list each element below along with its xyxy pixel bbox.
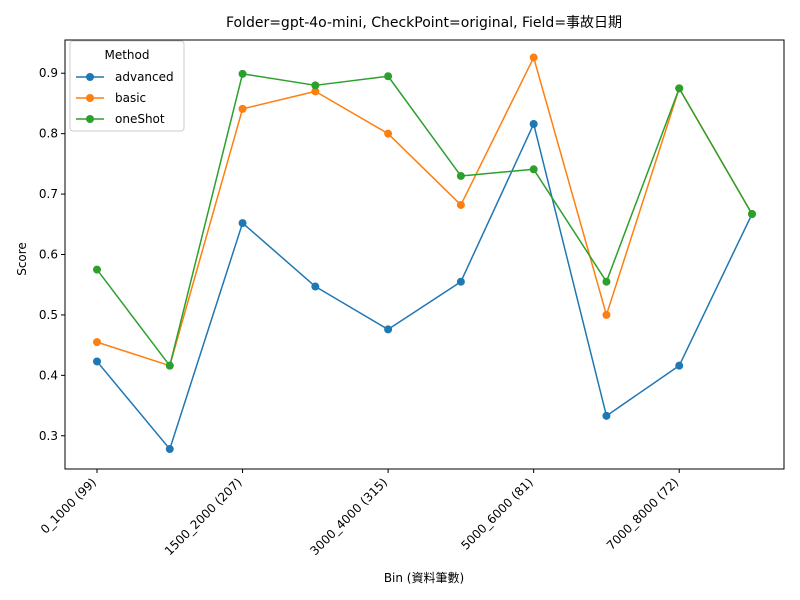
series-line-advanced — [96, 123, 753, 450]
y-tick-label: 0.3 — [39, 429, 58, 443]
data-point-advanced — [165, 445, 174, 454]
data-point-advanced — [93, 357, 101, 366]
data-point-advanced — [675, 361, 684, 370]
y-tick-label: 0.5 — [39, 308, 58, 322]
x-tick-label: 5000_6000 (81) — [458, 475, 535, 552]
data-point-advanced — [311, 282, 320, 291]
x-tick-label: 1500_2000 (207) — [162, 475, 245, 558]
data-point-advanced — [456, 277, 465, 286]
legend-label-oneShot: oneShot — [115, 112, 165, 126]
y-tick-label: 0.9 — [39, 66, 58, 80]
data-point-oneShot — [529, 165, 538, 174]
data-point-oneShot — [748, 210, 756, 219]
data-point-advanced — [602, 411, 611, 420]
data-point-advanced — [384, 325, 393, 334]
data-point-basic — [238, 104, 247, 113]
chart-title: Folder=gpt-4o-mini, CheckPoint=original,… — [226, 15, 622, 31]
data-point-basic — [529, 53, 538, 62]
y-axis-label: Score — [15, 242, 29, 276]
x-tick-label: 0_1000 (99) — [38, 475, 99, 536]
data-point-oneShot — [602, 277, 611, 286]
data-point-basic — [93, 338, 101, 347]
series-line-basic — [96, 56, 753, 367]
y-tick-label: 0.4 — [39, 368, 58, 382]
data-point-advanced — [529, 119, 538, 128]
data-point-oneShot — [675, 84, 684, 93]
data-point-basic — [384, 129, 393, 138]
x-axis-label: Bin (資料筆數) — [384, 571, 464, 585]
data-point-oneShot — [456, 171, 465, 180]
data-point-oneShot — [93, 265, 101, 274]
legend-marker-oneShot — [86, 115, 94, 123]
data-point-basic — [456, 200, 465, 209]
legend-title: Method — [104, 48, 149, 62]
data-point-oneShot — [311, 81, 320, 90]
legend-marker-basic — [86, 94, 94, 102]
legend: Method advanced basic oneShot — [69, 40, 185, 132]
data-point-basic — [602, 310, 611, 319]
y-tick-label: 0.7 — [39, 187, 58, 201]
data-point-advanced — [238, 219, 247, 228]
y-tick-label: 0.8 — [39, 127, 58, 141]
x-tick-label: 7000_8000 (72) — [604, 475, 681, 552]
series-line-oneShot — [96, 73, 753, 367]
x-tick-label: 3000_4000 (315) — [307, 475, 390, 558]
data-point-oneShot — [384, 72, 393, 81]
y-tick-label: 0.6 — [39, 248, 58, 262]
legend-label-advanced: advanced — [115, 70, 174, 84]
legend-frame — [69, 40, 185, 132]
data-point-oneShot — [238, 69, 247, 78]
legend-label-basic: basic — [115, 91, 146, 105]
legend-marker-advanced — [86, 73, 94, 81]
data-point-oneShot — [165, 361, 174, 370]
data-point-basic — [311, 87, 320, 96]
